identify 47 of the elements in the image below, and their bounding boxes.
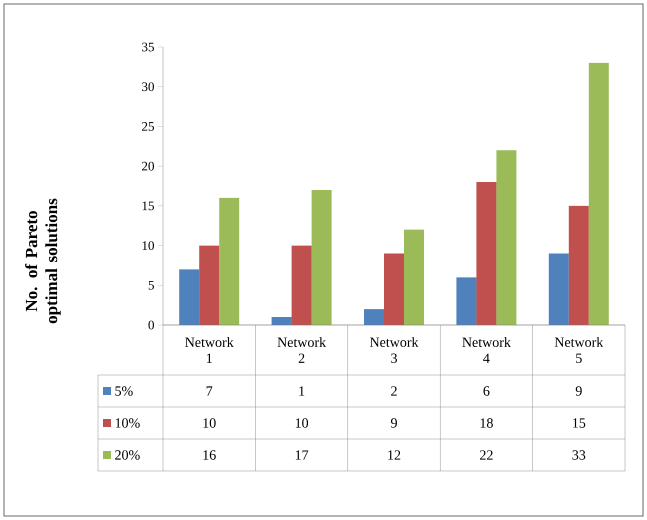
data-label: 10 (203, 418, 216, 428)
legend-label: 20% (115, 450, 140, 460)
data-label: 2 (391, 386, 397, 396)
bar (476, 182, 496, 325)
legend-label: 5% (115, 386, 133, 396)
data-label: 16 (203, 450, 216, 460)
x-tick-label: Network 1 (185, 337, 234, 363)
bar (179, 269, 200, 325)
bar (548, 254, 569, 325)
data-label: 15 (573, 418, 586, 428)
bar (219, 198, 240, 325)
data-label: 6 (484, 386, 490, 396)
bar (568, 206, 589, 325)
data-label: 33 (572, 450, 586, 460)
bar (496, 150, 516, 325)
bar (588, 62, 609, 325)
data-label: 10 (296, 418, 308, 428)
bar (272, 317, 292, 325)
data-label: 22 (480, 450, 493, 460)
y-tick-label: 15 (142, 202, 154, 210)
bar (404, 230, 424, 325)
y-tick-label: 10 (142, 241, 154, 250)
bar (364, 309, 384, 325)
y-tick-label: 0 (148, 320, 154, 330)
y-tick-label: 35 (142, 42, 154, 52)
y-tick-label: 25 (142, 122, 154, 131)
data-label: 12 (388, 450, 400, 460)
bar (292, 246, 312, 325)
data-label: 7 (206, 386, 212, 396)
data-label: 1 (299, 386, 304, 396)
y-tick-label: 5 (148, 280, 154, 290)
x-tick-label: Network 5 (554, 337, 604, 363)
bar (312, 190, 332, 325)
bar (456, 277, 476, 325)
bar (199, 246, 220, 325)
data-label: 17 (296, 450, 308, 460)
x-tick-label: Network 2 (278, 337, 326, 363)
x-tick-label: Network 4 (462, 337, 511, 363)
data-label: 18 (480, 418, 493, 428)
y-tick-label: 30 (142, 82, 154, 92)
x-tick-label: Network 3 (370, 337, 419, 363)
data-label: 9 (576, 386, 582, 396)
y-tick-label: 20 (142, 162, 154, 171)
legend-label: 10% (116, 418, 140, 428)
bar (384, 254, 404, 325)
data-label: 9 (390, 418, 397, 428)
y-axis-title: No. of Pareto optimal solutions (25, 198, 61, 324)
